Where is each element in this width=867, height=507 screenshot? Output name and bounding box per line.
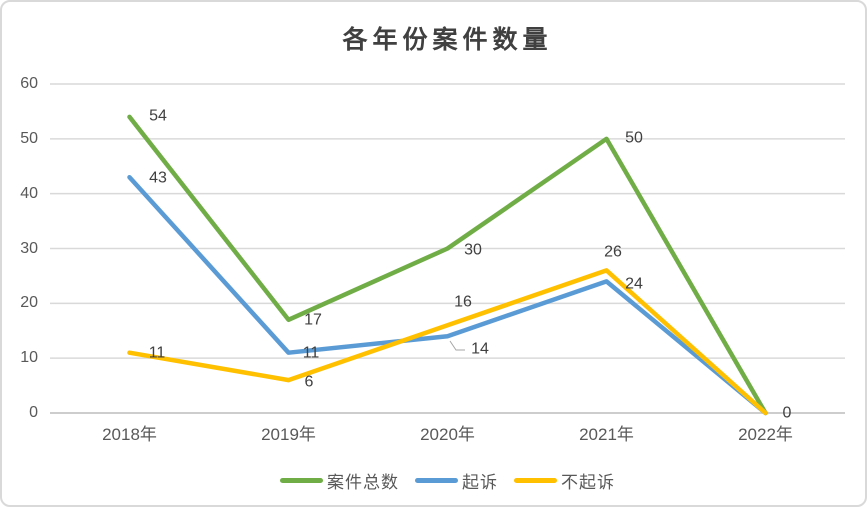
series-line-0[interactable] (127, 114, 768, 416)
data-label: 6 (304, 373, 314, 391)
chart-title: 各年份案件数量 (342, 26, 553, 54)
data-label: 11 (302, 344, 320, 362)
series-line-2[interactable] (127, 268, 768, 416)
legend: 案件总数 起诉 不起诉 (50, 468, 845, 493)
x-tick-label: 2020年 (420, 425, 475, 444)
leader-line (449, 340, 465, 351)
data-label: 14 (471, 340, 489, 358)
data-label: 24 (625, 275, 643, 293)
y-tick-label: 0 (29, 404, 38, 421)
legend-item-2[interactable]: 不起诉 (514, 468, 615, 493)
legend-label: 不起诉 (561, 473, 615, 492)
x-tick-label: 2022年 (738, 425, 793, 444)
data-label: 0 (782, 404, 792, 422)
data-label: 43 (149, 169, 167, 187)
data-label: 30 (464, 241, 482, 259)
series-line-1[interactable] (127, 174, 768, 416)
legend-label: 起诉 (462, 473, 498, 492)
y-tick-label: 60 (20, 75, 38, 92)
legend-item-1[interactable]: 起诉 (415, 468, 498, 493)
x-tick-label: 2019年 (261, 425, 316, 444)
y-tick-label: 20 (20, 294, 38, 312)
data-label: 16 (454, 293, 472, 311)
y-tick-label: 10 (20, 349, 38, 367)
legend-swatch-icon (415, 478, 458, 483)
data-label: 26 (604, 243, 622, 261)
x-tick-label: 2021年 (579, 425, 634, 444)
data-label: 54 (149, 107, 167, 125)
data-label: 17 (304, 311, 322, 329)
data-label: 50 (625, 129, 643, 147)
x-tick-label: 2018年 (102, 425, 157, 444)
y-tick-label: 30 (20, 239, 38, 257)
data-label: 11 (148, 344, 166, 362)
legend-swatch-icon (280, 478, 323, 483)
series-lines (127, 114, 768, 416)
legend-swatch-icon (514, 478, 557, 483)
legend-label: 案件总数 (327, 473, 399, 492)
legend-item-0[interactable]: 案件总数 (280, 468, 399, 493)
y-tick-label: 40 (20, 184, 38, 202)
gridlines (50, 83, 845, 414)
data-label-leader-line (449, 340, 465, 351)
y-tick-label: 50 (20, 129, 38, 147)
